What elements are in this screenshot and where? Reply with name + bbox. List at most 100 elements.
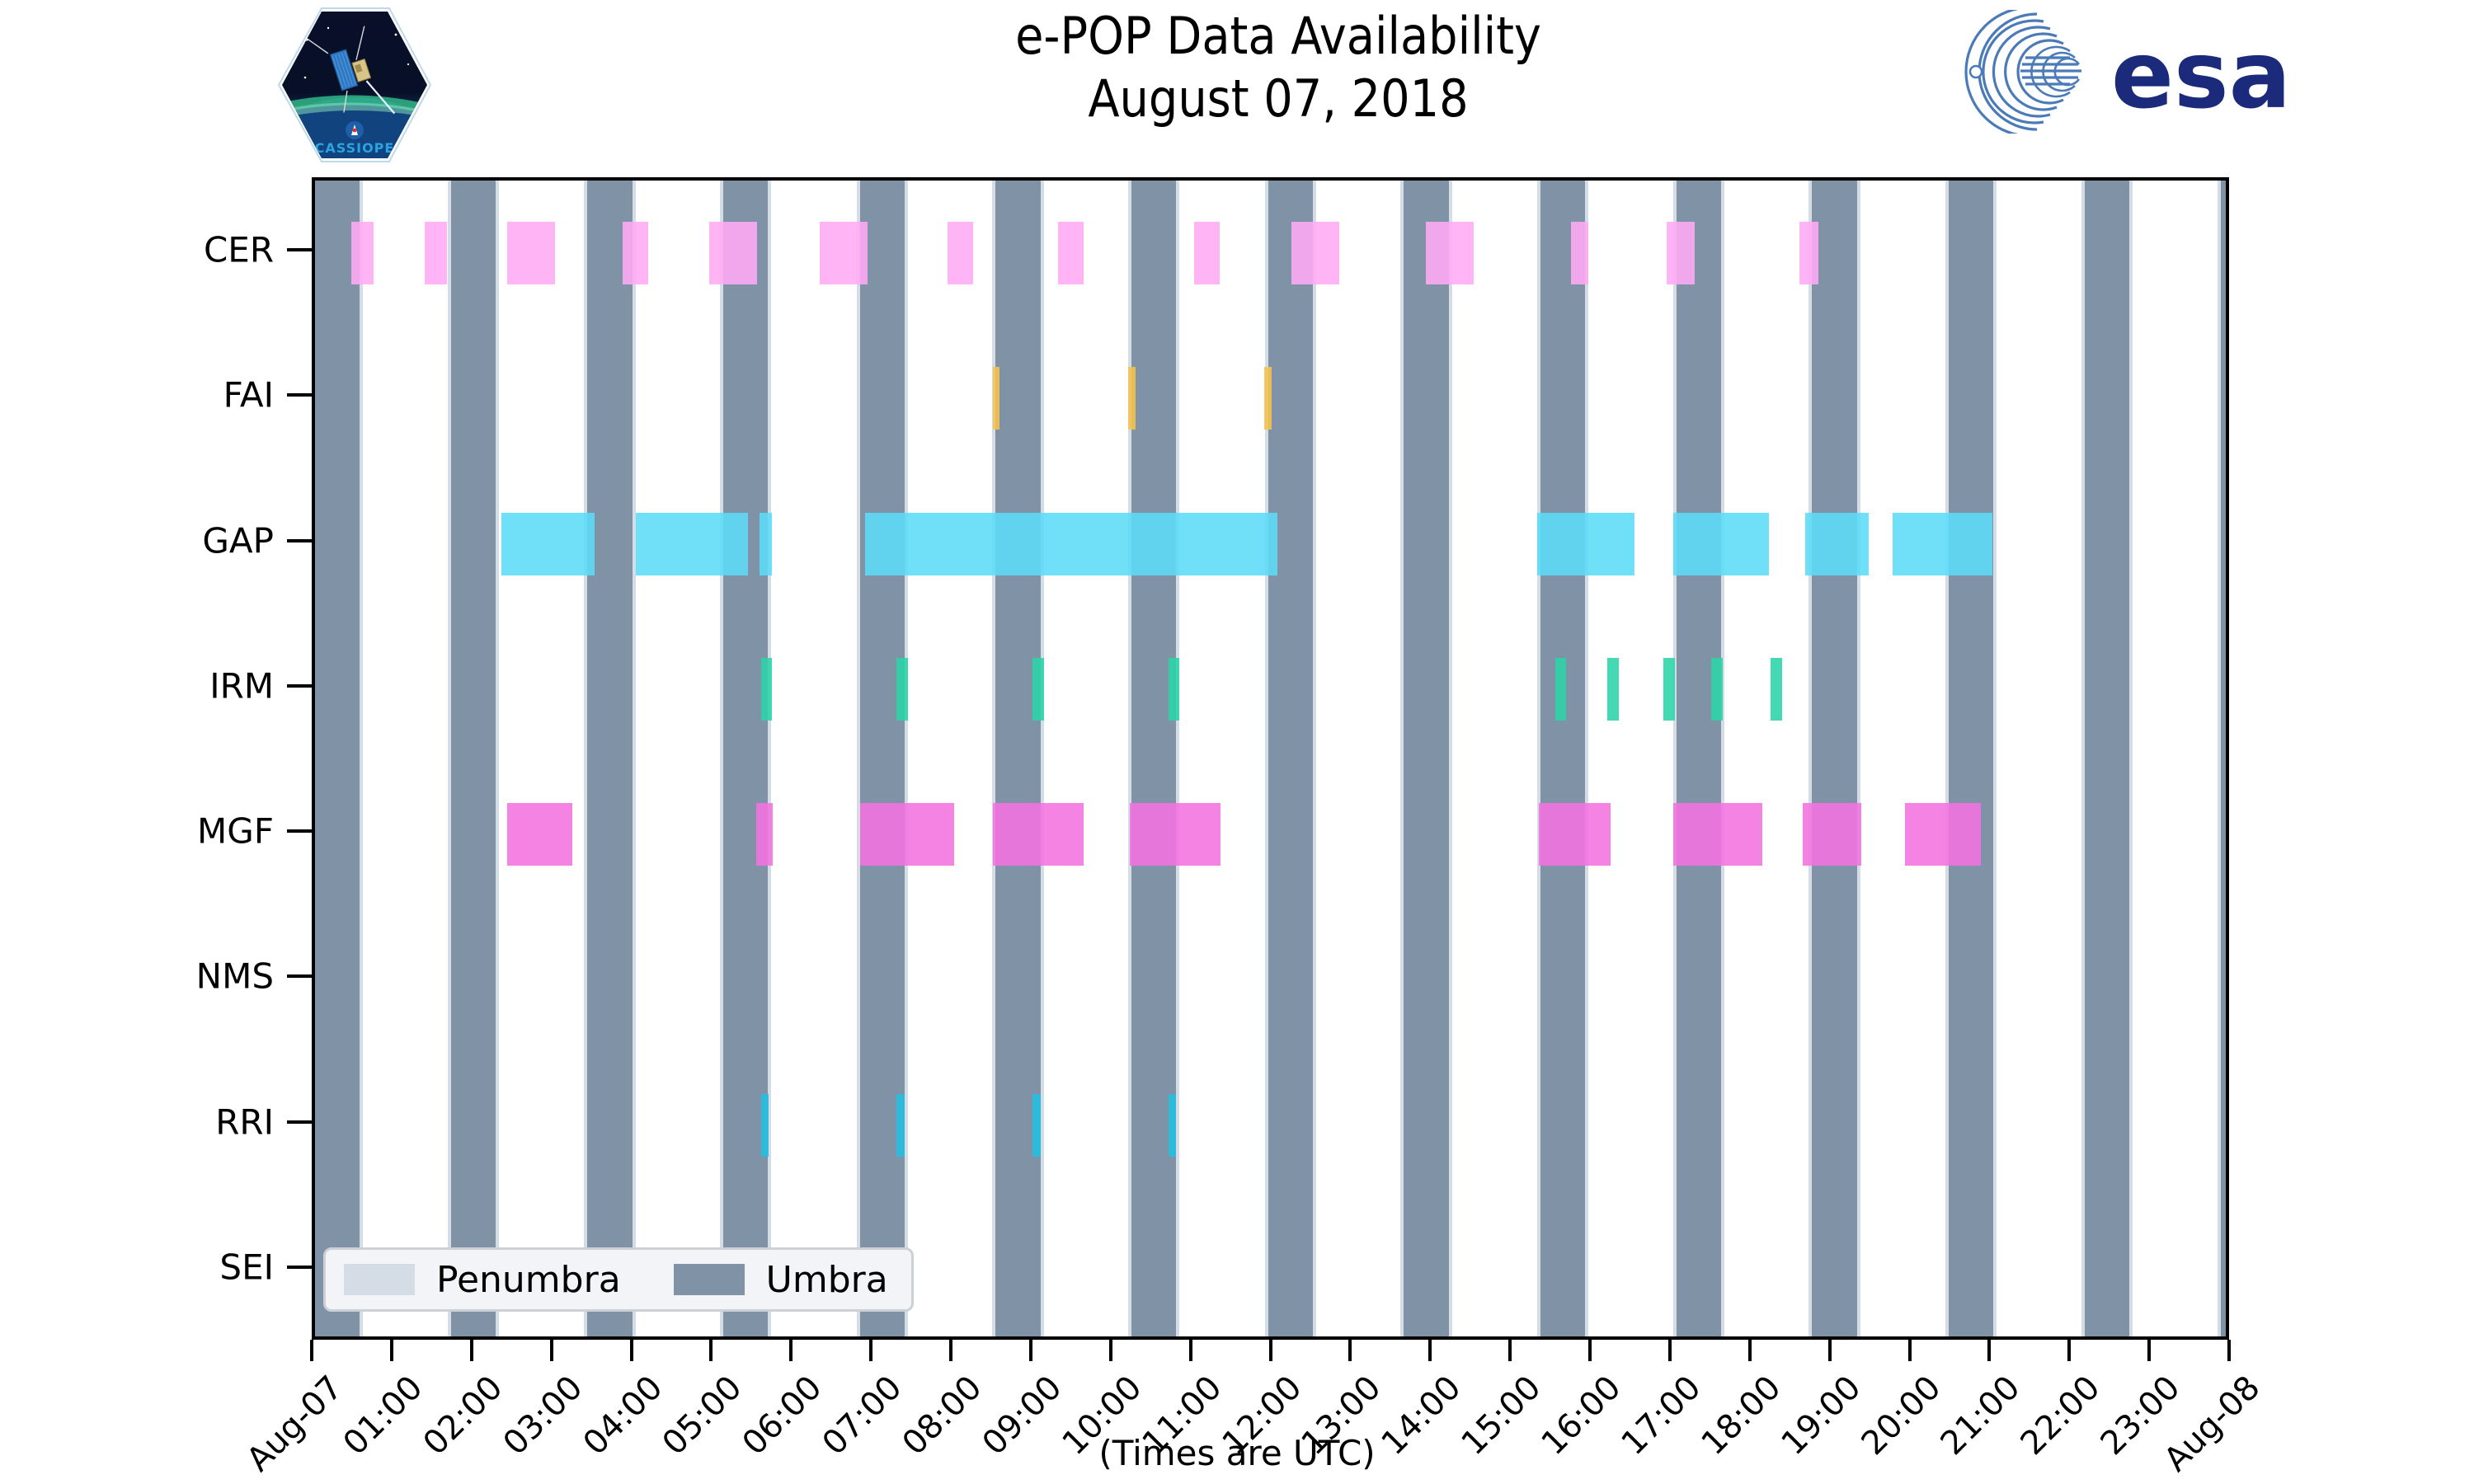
legend-label-penumbra: Penumbra bbox=[436, 1258, 621, 1301]
legend-item-penumbra: Penumbra bbox=[344, 1259, 674, 1301]
availability-bar-cer bbox=[1570, 222, 1589, 285]
availability-bar-mgf bbox=[859, 803, 954, 866]
availability-bar-rri bbox=[896, 1093, 905, 1157]
y-tick-mark bbox=[287, 393, 312, 397]
x-tick-mark bbox=[389, 1340, 393, 1361]
svg-text:CASSIOPE: CASSIOPE bbox=[315, 140, 395, 156]
cassiope-logo-graphic: CASSIOPE bbox=[277, 7, 432, 162]
availability-bar-fai bbox=[1263, 367, 1272, 430]
availability-bar-irm bbox=[1032, 657, 1044, 721]
availability-bar-mgf bbox=[1672, 803, 1763, 866]
y-tick-mark bbox=[287, 974, 312, 979]
availability-bar-rri bbox=[1032, 1093, 1041, 1157]
legend-swatch-umbra bbox=[673, 1264, 745, 1295]
umbra-band bbox=[1404, 181, 1449, 1336]
availability-bar-cer bbox=[820, 222, 868, 285]
availability-bar-cer bbox=[622, 222, 648, 285]
availability-bar-gap bbox=[1804, 512, 1870, 575]
umbra-band bbox=[1812, 181, 1857, 1336]
availability-bar-cer bbox=[1057, 222, 1084, 285]
x-tick-mark bbox=[549, 1340, 553, 1361]
y-tick-label-gap: GAP bbox=[202, 520, 274, 561]
y-tick-mark bbox=[287, 683, 312, 688]
y-tick-mark bbox=[287, 1265, 312, 1269]
availability-bar-cer bbox=[424, 222, 447, 285]
x-axis-caption: (Times are UTC) bbox=[1098, 1433, 1376, 1473]
x-tick-mark bbox=[1827, 1340, 1832, 1361]
x-tick-mark bbox=[1348, 1340, 1352, 1361]
title-line-2: August 07, 2018 bbox=[1088, 68, 1469, 129]
x-tick-mark bbox=[2067, 1340, 2072, 1361]
esa-logo: esa bbox=[1946, 10, 2326, 134]
instrument-bars-layer bbox=[315, 181, 2226, 1336]
title-line-1: e-POP Data Availability bbox=[1015, 6, 1541, 66]
umbra-band bbox=[315, 181, 360, 1336]
chart-legend: Penumbra Umbra bbox=[323, 1247, 914, 1312]
availability-bar-cer bbox=[350, 222, 374, 285]
availability-bar-fai bbox=[1128, 367, 1136, 430]
x-tick-mark bbox=[789, 1340, 793, 1361]
availability-bar-cer bbox=[708, 222, 757, 285]
availability-bar-mgf bbox=[1539, 803, 1611, 866]
availability-bar-cer bbox=[1291, 222, 1339, 285]
availability-bar-gap bbox=[1893, 512, 1993, 575]
cassiope-logo: CASSIOPE bbox=[272, 7, 437, 163]
availability-bar-mgf bbox=[506, 803, 572, 866]
availability-bar-mgf bbox=[1904, 803, 1981, 866]
page-title: e-POP Data Availability August 07, 2018 bbox=[742, 5, 1814, 130]
availability-bar-gap bbox=[636, 512, 749, 575]
availability-bar-irm bbox=[1663, 657, 1675, 721]
availability-bar-irm bbox=[896, 657, 908, 721]
x-tick-mark bbox=[1028, 1340, 1032, 1361]
x-tick-mark bbox=[1268, 1340, 1272, 1361]
x-tick-mark bbox=[310, 1340, 313, 1361]
availability-bar-irm bbox=[1554, 657, 1567, 721]
x-tick-mark bbox=[2227, 1340, 2231, 1361]
esa-wordmark: esa bbox=[2111, 22, 2291, 129]
umbra-band bbox=[1676, 181, 1721, 1336]
umbra-band bbox=[2221, 181, 2226, 1336]
x-tick-mark bbox=[869, 1340, 873, 1361]
availability-bar-gap bbox=[759, 512, 773, 575]
y-tick-mark bbox=[287, 1120, 312, 1124]
availability-bar-mgf bbox=[992, 803, 1084, 866]
x-tick-mark bbox=[1188, 1340, 1192, 1361]
availability-bar-cer bbox=[1799, 222, 1819, 285]
availability-bar-mgf bbox=[1802, 803, 1861, 866]
y-tick-label-cer: CER bbox=[203, 229, 274, 270]
availability-bar-cer bbox=[1193, 222, 1220, 285]
umbra-band bbox=[450, 181, 496, 1336]
availability-bar-gap bbox=[864, 512, 1278, 575]
availability-bar-cer bbox=[1667, 222, 1696, 285]
availability-bar-cer bbox=[506, 222, 555, 285]
availability-bar-cer bbox=[1425, 222, 1474, 285]
x-tick-mark bbox=[1667, 1340, 1672, 1361]
availability-bar-irm bbox=[760, 657, 773, 721]
x-tick-mark bbox=[629, 1340, 633, 1361]
y-tick-label-nms: NMS bbox=[195, 956, 274, 997]
y-tick-mark bbox=[287, 248, 312, 252]
availability-bar-rri bbox=[760, 1093, 769, 1157]
availability-bar-mgf bbox=[1130, 803, 1221, 866]
availability-bar-irm bbox=[1607, 657, 1619, 721]
x-tick-mark bbox=[469, 1340, 473, 1361]
x-tick-mark bbox=[1747, 1340, 1752, 1361]
esa-dot-icon bbox=[1968, 64, 1983, 79]
availability-bar-irm bbox=[1168, 657, 1180, 721]
umbra-band bbox=[1268, 181, 1313, 1336]
x-tick-mark bbox=[1108, 1340, 1112, 1361]
plot-area bbox=[312, 177, 2229, 1340]
eclipse-shadow-layer bbox=[315, 181, 2226, 1336]
availability-bar-cer bbox=[948, 222, 974, 285]
page-header: CASSIOPE e-POP Data Availability August … bbox=[0, 0, 2474, 177]
availability-bar-rri bbox=[1168, 1093, 1177, 1157]
x-tick-mark bbox=[949, 1340, 952, 1361]
x-tick-mark bbox=[1508, 1340, 1512, 1361]
availability-bar-fai bbox=[992, 367, 1000, 430]
legend-item-umbra: Umbra bbox=[673, 1259, 893, 1301]
y-tick-mark bbox=[287, 538, 312, 542]
umbra-band bbox=[723, 181, 769, 1336]
x-tick-mark bbox=[709, 1340, 713, 1361]
availability-bar-gap bbox=[1537, 512, 1635, 575]
